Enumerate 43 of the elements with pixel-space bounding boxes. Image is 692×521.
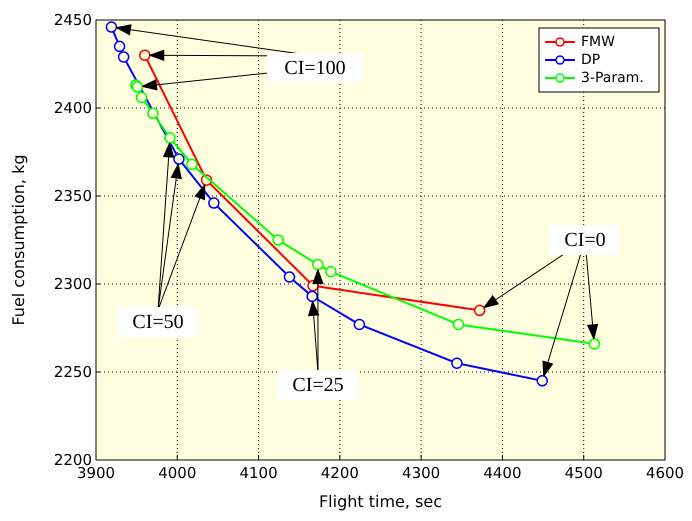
legend-label: 3-Param.: [581, 70, 644, 86]
point: [536, 375, 548, 387]
y-axis-title: Fuel consumption, kg: [9, 154, 28, 326]
point: [114, 40, 126, 52]
legend-label: FMW: [581, 34, 616, 50]
point: [306, 290, 318, 302]
point: [588, 338, 600, 350]
point: [118, 51, 130, 63]
point: [312, 258, 324, 270]
point: [451, 357, 463, 369]
x-tick-label: 4200: [320, 464, 359, 482]
point: [147, 108, 159, 120]
point: [139, 49, 151, 61]
point: [272, 234, 284, 246]
x-tick-label: 4100: [239, 464, 278, 482]
point: [106, 21, 118, 33]
point: [354, 318, 366, 330]
point: [173, 153, 185, 165]
x-tick-label: 4600: [646, 464, 684, 482]
x-tick-label: 4500: [564, 464, 603, 482]
point: [284, 271, 296, 283]
y-tick-label: 2450: [54, 11, 92, 29]
x-tick-label: 4000: [158, 464, 196, 482]
annotation: CI=50: [132, 311, 184, 333]
point: [164, 132, 176, 144]
annotation: CI=0: [564, 229, 606, 251]
point: [208, 197, 220, 209]
point: [136, 92, 148, 104]
x-axis-title: Flight time, sec: [318, 492, 442, 511]
x-tick-label: 3900: [76, 464, 116, 482]
point: [452, 318, 464, 330]
legend-label: DP: [581, 52, 600, 68]
y-tick-label: 2350: [54, 187, 92, 205]
y-tick-label: 2300: [54, 275, 92, 293]
y-tick-label: 2400: [54, 99, 92, 117]
annotation: CI=100: [284, 57, 346, 79]
y-tick-label: 2250: [54, 363, 92, 381]
x-tick-label: 4400: [483, 464, 522, 482]
x-tick-label: 4300: [402, 464, 440, 482]
annotation: CI=25: [292, 374, 344, 396]
point: [186, 158, 198, 170]
point: [325, 266, 337, 278]
point: [474, 304, 486, 316]
